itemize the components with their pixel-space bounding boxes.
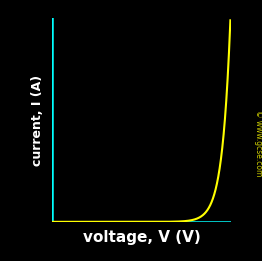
Text: © www.gcse.com: © www.gcse.com — [254, 110, 262, 177]
Y-axis label: current, I (A): current, I (A) — [31, 74, 44, 166]
X-axis label: voltage, V (V): voltage, V (V) — [83, 230, 200, 245]
